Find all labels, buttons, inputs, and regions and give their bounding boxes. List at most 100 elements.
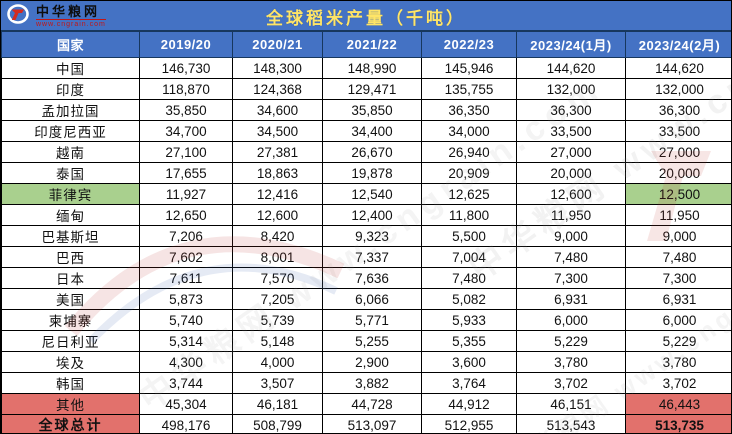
- value-cell: 20,000: [516, 162, 626, 184]
- value-cell: 3,744: [139, 372, 233, 394]
- value-cell: 26,670: [322, 141, 422, 163]
- table-row: 韩国 3,744 3,507 3,882 3,764 3,702 3,702: [1, 372, 731, 394]
- value-cell: 135,755: [421, 78, 517, 100]
- country-cell: 缅甸: [1, 204, 140, 226]
- value-cell: 11,950: [625, 204, 731, 226]
- value-cell: 12,650: [139, 204, 233, 226]
- value-cell: 144,620: [625, 57, 731, 79]
- value-cell: 7,300: [625, 267, 731, 289]
- value-cell: 46,181: [232, 393, 323, 415]
- value-cell: 34,700: [139, 120, 233, 142]
- value-cell: 7,480: [516, 246, 626, 268]
- value-cell: 5,500: [421, 225, 517, 247]
- country-cell: 巴西: [1, 246, 140, 268]
- value-cell: 2,900: [322, 351, 422, 373]
- value-cell: 5,873: [139, 288, 233, 310]
- value-cell: 17,655: [139, 162, 233, 184]
- value-cell: 7,206: [139, 225, 233, 247]
- country-cell: 孟加拉国: [1, 99, 140, 121]
- value-cell: 7,611: [139, 267, 233, 289]
- country-cell: 泰国: [1, 162, 140, 184]
- value-cell: 12,600: [232, 204, 323, 226]
- header-band: 中华粮网 www.cngrain.com 全球稻米产量（千吨）: [1, 1, 731, 31]
- value-cell: 3,702: [516, 372, 626, 394]
- value-cell: 12,500: [625, 183, 731, 205]
- value-cell: 8,420: [232, 225, 323, 247]
- value-cell: 44,728: [322, 393, 422, 415]
- country-cell: 埃及: [1, 351, 140, 373]
- table-row: 柬埔寨 5,740 5,739 5,771 5,933 6,000 6,000: [1, 309, 731, 331]
- value-cell: 12,400: [322, 204, 422, 226]
- value-cell: 146,730: [139, 57, 233, 79]
- table-row: 巴基斯坦 7,206 8,420 9,323 5,500 9,000 9,000: [1, 225, 731, 247]
- value-cell: 132,000: [516, 78, 626, 100]
- value-cell: 9,000: [625, 225, 731, 247]
- value-cell: 6,000: [625, 309, 731, 331]
- value-cell: 11,800: [421, 204, 517, 226]
- country-cell: 菲律宾: [1, 183, 140, 205]
- value-cell: 5,082: [421, 288, 517, 310]
- production-table: 国家 2019/20 2020/21 2021/22 2022/23 2023/24(1月…: [1, 31, 731, 433]
- value-cell: 35,850: [139, 99, 233, 121]
- table-row: 其他 45,304 46,181 44,728 44,912 46,151 46,443: [1, 393, 731, 415]
- value-cell: 36,350: [421, 99, 517, 121]
- value-cell: 11,927: [139, 183, 233, 205]
- page-title: 全球稻米产量（千吨）: [266, 8, 466, 28]
- table-row: 印度 118,870 124,368 129,471 135,755 132,000 132…: [1, 78, 731, 100]
- value-cell: 148,990: [322, 57, 422, 79]
- year-column-header: 2022/23: [421, 31, 517, 58]
- value-cell: 6,931: [516, 288, 626, 310]
- value-cell: 5,314: [139, 330, 233, 352]
- value-cell: 45,304: [139, 393, 233, 415]
- value-cell: 36,300: [625, 99, 731, 121]
- country-cell: 尼日利亚: [1, 330, 140, 352]
- value-cell: 148,300: [232, 57, 323, 79]
- country-cell: 印度: [1, 78, 140, 100]
- value-cell: 9,323: [322, 225, 422, 247]
- brand-logo[interactable]: 中华粮网 www.cngrain.com: [7, 3, 106, 30]
- brand-url[interactable]: www.cngrain.com: [36, 19, 106, 28]
- value-cell: 20,000: [625, 162, 731, 184]
- value-cell: 129,471: [322, 78, 422, 100]
- year-column-header: 2021/22: [322, 31, 422, 58]
- value-cell: 34,500: [232, 120, 323, 142]
- value-cell: 12,600: [516, 183, 626, 205]
- value-cell: 34,400: [322, 120, 422, 142]
- table-row: 孟加拉国 35,850 34,600 35,850 36,350 36,300 36,300: [1, 99, 731, 121]
- table-row: 印度尼西亚 34,700 34,500 34,400 34,000 33,500 33,50…: [1, 120, 731, 142]
- table-body: 中国 146,730 148,300 148,990 145,946 144,620 144…: [1, 57, 731, 433]
- value-cell: 27,100: [139, 141, 233, 163]
- value-cell: 508,799: [232, 414, 323, 433]
- brand-text-block: 中华粮网 www.cngrain.com: [36, 5, 106, 28]
- value-cell: 34,600: [232, 99, 323, 121]
- value-cell: 6,931: [625, 288, 731, 310]
- value-cell: 12,416: [232, 183, 323, 205]
- value-cell: 6,000: [516, 309, 626, 331]
- value-cell: 144,620: [516, 57, 626, 79]
- table-row: 泰国 17,655 18,863 19,878 20,909 20,000 20,000: [1, 162, 731, 184]
- table-row: 菲律宾 11,927 12,416 12,540 12,625 12,600 12,500: [1, 183, 731, 205]
- value-cell: 7,480: [625, 246, 731, 268]
- value-cell: 7,602: [139, 246, 233, 268]
- brand-name: 中华粮网: [36, 4, 101, 19]
- value-cell: 5,740: [139, 309, 233, 331]
- value-cell: 5,229: [625, 330, 731, 352]
- value-cell: 27,000: [516, 141, 626, 163]
- value-cell: 5,229: [516, 330, 626, 352]
- value-cell: 3,600: [421, 351, 517, 373]
- value-cell: 5,771: [322, 309, 422, 331]
- country-cell: 美国: [1, 288, 140, 310]
- value-cell: 513,735: [625, 414, 731, 433]
- table-row: 缅甸 12,650 12,600 12,400 11,800 11,950 11,950: [1, 204, 731, 226]
- value-cell: 7,004: [421, 246, 517, 268]
- value-cell: 132,000: [625, 78, 731, 100]
- table-row: 中国 146,730 148,300 148,990 145,946 144,620 144…: [1, 57, 731, 79]
- value-cell: 26,940: [421, 141, 517, 163]
- value-cell: 27,000: [625, 141, 731, 163]
- country-cell: 全球总计: [1, 414, 140, 433]
- value-cell: 46,151: [516, 393, 626, 415]
- value-cell: 7,636: [322, 267, 422, 289]
- year-column-header: 2023/24(1月): [516, 31, 626, 58]
- year-column-header: 2019/20: [139, 31, 233, 58]
- value-cell: 4,300: [139, 351, 233, 373]
